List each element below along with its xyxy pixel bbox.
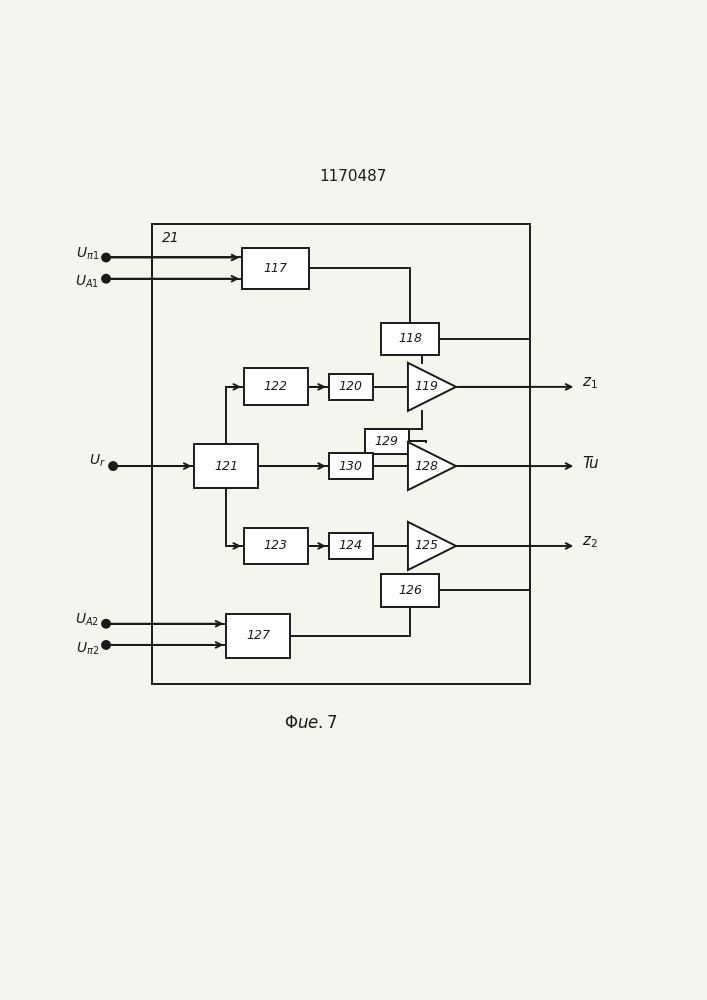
Polygon shape (408, 363, 456, 411)
Text: $\mathit{z}_2$: $\mathit{z}_2$ (582, 535, 597, 550)
Text: 122: 122 (264, 380, 288, 393)
Text: 124: 124 (339, 539, 363, 552)
Text: 126: 126 (398, 584, 422, 597)
Text: 127: 127 (246, 629, 270, 642)
Text: $\mathit{z}_1$: $\mathit{z}_1$ (582, 375, 597, 391)
Text: $U_{\pi 1}$: $U_{\pi 1}$ (76, 246, 99, 262)
Bar (329, 374, 373, 400)
Bar (244, 528, 308, 564)
Bar (194, 444, 258, 488)
Bar (226, 614, 290, 658)
Circle shape (102, 641, 110, 649)
Bar (365, 429, 409, 454)
Text: 117: 117 (264, 262, 288, 275)
Text: $\Phi ue. 7$: $\Phi ue. 7$ (284, 714, 338, 732)
Text: 123: 123 (264, 539, 288, 552)
Text: 121: 121 (214, 460, 238, 473)
Text: 130: 130 (339, 460, 363, 473)
Text: 129: 129 (375, 435, 399, 448)
Polygon shape (408, 522, 456, 570)
Text: $U_r$: $U_r$ (89, 452, 106, 469)
Text: 120: 120 (339, 380, 363, 393)
Text: $U_{A1}$: $U_{A1}$ (75, 274, 99, 290)
Text: 21: 21 (162, 231, 180, 245)
Circle shape (102, 253, 110, 262)
Text: $U_{\pi 2}$: $U_{\pi 2}$ (76, 640, 99, 657)
Text: 118: 118 (398, 332, 422, 345)
Bar (329, 533, 373, 559)
Text: 1170487: 1170487 (320, 169, 387, 184)
Text: 125: 125 (414, 539, 438, 552)
Bar (329, 453, 373, 479)
Circle shape (102, 274, 110, 283)
Bar (381, 323, 439, 355)
Text: 119: 119 (414, 380, 438, 393)
Polygon shape (408, 442, 456, 490)
Circle shape (109, 462, 117, 470)
Circle shape (102, 619, 110, 628)
Bar (244, 368, 308, 405)
Text: $T\!u$: $T\!u$ (582, 455, 600, 471)
Text: $U_{A2}$: $U_{A2}$ (75, 612, 99, 628)
Text: 128: 128 (414, 460, 438, 473)
Bar (152, 224, 530, 684)
Bar (381, 574, 439, 607)
Bar (242, 248, 309, 289)
